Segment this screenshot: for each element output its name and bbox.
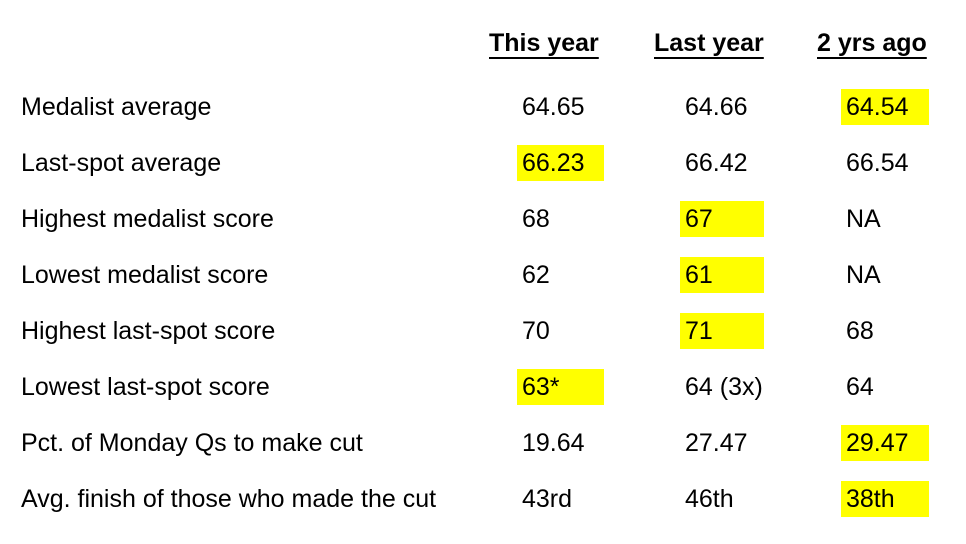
column-header-this-year: This year: [489, 29, 599, 57]
table-row: Highest medalist score 68 67 NA: [0, 201, 966, 237]
table-row: Avg. finish of those who made the cut 43…: [0, 481, 966, 517]
column-header-2-yrs-ago: 2 yrs ago: [817, 29, 927, 57]
row-label: Lowest medalist score: [21, 261, 269, 289]
cell-last-year: 27.47: [685, 429, 748, 457]
cell-this-year: 19.64: [522, 429, 585, 457]
cell-last-year: 71: [680, 313, 764, 349]
cell-2-yrs-ago: NA: [846, 261, 881, 289]
table-row: Last-spot average 66.23 66.42 66.54: [0, 145, 966, 181]
cell-2-yrs-ago: 64.54: [841, 89, 929, 125]
row-label: Lowest last-spot score: [21, 373, 270, 401]
cell-this-year: 62: [522, 261, 550, 289]
cell-2-yrs-ago: 38th: [841, 481, 929, 517]
row-label: Highest medalist score: [21, 205, 274, 233]
cell-last-year: 64.66: [685, 93, 748, 121]
cell-last-year: 61: [680, 257, 764, 293]
cell-2-yrs-ago: 66.54: [846, 149, 909, 177]
cell-this-year: 63*: [517, 369, 604, 405]
cell-last-year: 66.42: [685, 149, 748, 177]
cell-2-yrs-ago: 68: [846, 317, 874, 345]
cell-2-yrs-ago: 64: [846, 373, 874, 401]
cell-2-yrs-ago: NA: [846, 205, 881, 233]
row-label: Last-spot average: [21, 149, 222, 177]
column-header-last-year: Last year: [654, 29, 764, 57]
table-row: Lowest last-spot score 63* 64 (3x) 64: [0, 369, 966, 405]
cell-this-year: 64.65: [522, 93, 585, 121]
row-label: Medalist average: [21, 93, 212, 121]
table-row: Lowest medalist score 62 61 NA: [0, 257, 966, 293]
row-label: Highest last-spot score: [21, 317, 276, 345]
cell-last-year: 64 (3x): [685, 373, 763, 401]
cell-this-year: 70: [522, 317, 550, 345]
cell-last-year: 67: [680, 201, 764, 237]
cell-this-year: 68: [522, 205, 550, 233]
row-label: Pct. of Monday Qs to make cut: [21, 429, 363, 457]
cell-this-year: 43rd: [522, 485, 573, 513]
table-row: Highest last-spot score 70 71 68: [0, 313, 966, 349]
table-row: Medalist average 64.65 64.66 64.54: [0, 89, 966, 125]
row-label: Avg. finish of those who made the cut: [21, 485, 437, 513]
cell-2-yrs-ago: 29.47: [841, 425, 929, 461]
table-row: Pct. of Monday Qs to make cut 19.64 27.4…: [0, 425, 966, 461]
cell-last-year: 46th: [685, 485, 734, 513]
cell-this-year: 66.23: [517, 145, 604, 181]
